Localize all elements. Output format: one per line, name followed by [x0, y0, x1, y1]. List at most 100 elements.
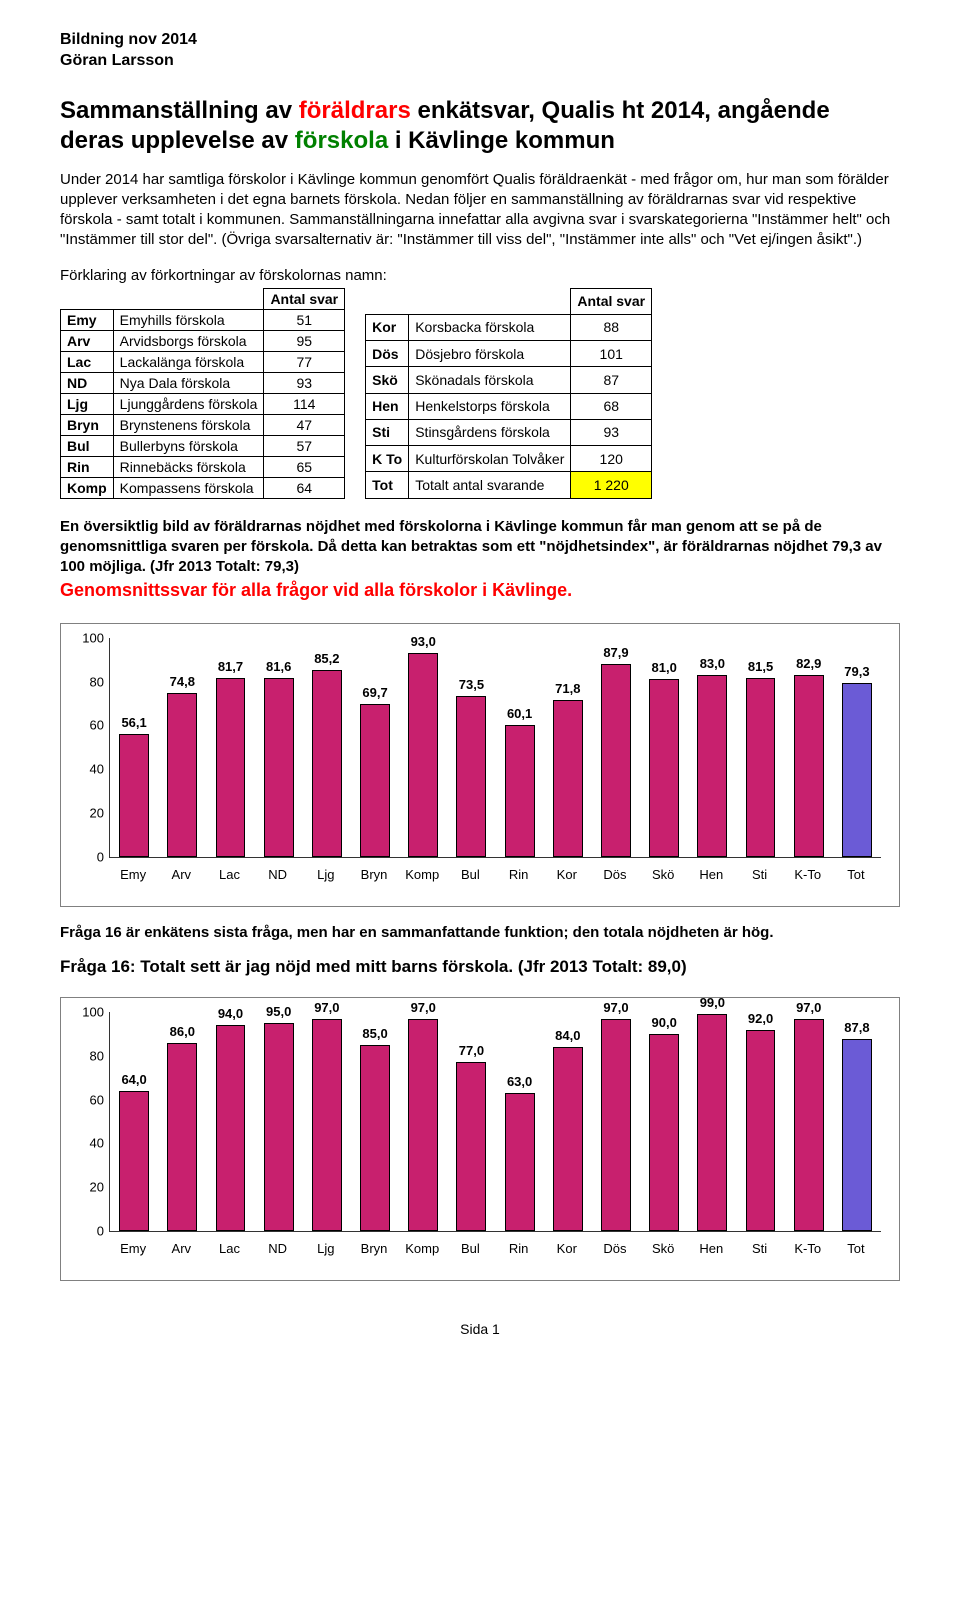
- abbr-cell: Komp: [61, 477, 114, 498]
- abbr-label: Förklaring av förkortningar av förskolor…: [60, 267, 900, 284]
- x-label: Skö: [652, 1241, 674, 1256]
- y-tick: 20: [74, 805, 104, 820]
- bar-value-label: 97,0: [796, 1000, 821, 1015]
- title-part5: i Kävlinge kommun: [388, 127, 615, 154]
- chart-bar: [456, 1062, 486, 1231]
- bar-value-label: 92,0: [748, 1011, 773, 1026]
- x-label: Rin: [509, 1241, 529, 1256]
- chart-bar: [746, 678, 776, 856]
- chart-bar: [649, 1034, 679, 1231]
- abbr-cell: Skö: [366, 367, 409, 393]
- chart2: 02040608010064,086,094,095,097,085,097,0…: [69, 1012, 891, 1272]
- y-tick: 100: [74, 630, 104, 645]
- count-cell: 47: [264, 414, 345, 435]
- abbr-cell: Kor: [366, 314, 409, 340]
- abbr-cell: Ljg: [61, 393, 114, 414]
- chart-bar: [167, 1043, 197, 1231]
- x-label: Kor: [557, 867, 577, 882]
- name-cell: Kulturförskolan Tolvåker: [409, 446, 571, 472]
- overview-text: En översiktlig bild av föräldrarnas nöjd…: [60, 518, 882, 576]
- abbr-cell: Rin: [61, 456, 114, 477]
- bar-value-label: 93,0: [411, 634, 436, 649]
- count-cell: 120: [571, 446, 652, 472]
- between-caption: Fråga 16 är enkätens sista fråga, men ha…: [60, 923, 900, 943]
- y-tick: 0: [74, 1223, 104, 1238]
- bar-value-label: 87,8: [844, 1020, 869, 1035]
- y-tick: 100: [74, 1004, 104, 1019]
- table-row: StiStinsgårdens förskola93: [366, 419, 652, 445]
- bar-value-label: 86,0: [170, 1024, 195, 1039]
- table-row: KorKorsbacka förskola88: [366, 314, 652, 340]
- count-cell: 93: [264, 372, 345, 393]
- x-label: Ljg: [317, 867, 334, 882]
- count-cell: 65: [264, 456, 345, 477]
- count-cell: 64: [264, 477, 345, 498]
- bar-value-label: 82,9: [796, 656, 821, 671]
- chart-bar: [312, 1019, 342, 1231]
- title-red: föräldrars: [299, 97, 411, 124]
- x-label: ND: [268, 1241, 287, 1256]
- table-row: RinRinnebäcks förskola65: [61, 456, 345, 477]
- bar-value-label: 73,5: [459, 677, 484, 692]
- chart1: 02040608010056,174,881,781,685,269,793,0…: [69, 638, 891, 898]
- count-cell: 68: [571, 393, 652, 419]
- bar-value-label: 60,1: [507, 706, 532, 721]
- chart-bar: [794, 675, 824, 857]
- chart-bar: [505, 725, 535, 857]
- x-label: K-To: [794, 867, 821, 882]
- name-cell: Brynstenens förskola: [113, 414, 264, 435]
- x-label: Bul: [461, 1241, 480, 1256]
- name-cell: Bullerbyns förskola: [113, 435, 264, 456]
- bar-value-label: 97,0: [411, 1000, 436, 1015]
- abbr-cell: Bryn: [61, 414, 114, 435]
- red-subtitle: Genomsnittssvar för alla frågor vid alla…: [60, 579, 900, 602]
- y-tick: 40: [74, 762, 104, 777]
- chart-bar: [264, 678, 294, 857]
- name-cell: Arvidsborgs förskola: [113, 330, 264, 351]
- name-cell: Skönadals förskola: [409, 367, 571, 393]
- table-row: HenHenkelstorps förskola68: [366, 393, 652, 419]
- chart-bar: [649, 679, 679, 856]
- count-cell: 88: [571, 314, 652, 340]
- chart-bar: [216, 1025, 246, 1231]
- left-table: Antal svar EmyEmyhills förskola51ArvArvi…: [60, 288, 345, 499]
- chart-bar: [456, 696, 486, 857]
- col-header-right: Antal svar: [571, 288, 652, 314]
- chart-bar: [167, 693, 197, 857]
- bar-value-label: 77,0: [459, 1043, 484, 1058]
- x-label: Bryn: [361, 867, 388, 882]
- x-label: Kor: [557, 1241, 577, 1256]
- chart-bar: [697, 1014, 727, 1231]
- x-label: Hen: [699, 1241, 723, 1256]
- name-cell: Korsbacka förskola: [409, 314, 571, 340]
- right-table: Antal svar KorKorsbacka förskola88DösDös…: [365, 288, 652, 499]
- abbr-cell: Arv: [61, 330, 114, 351]
- count-cell: 114: [264, 393, 345, 414]
- name-cell: Kompassens förskola: [113, 477, 264, 498]
- bar-value-label: 99,0: [700, 995, 725, 1010]
- count-cell: 93: [571, 419, 652, 445]
- count-cell: 77: [264, 351, 345, 372]
- abbr-cell: ND: [61, 372, 114, 393]
- bar-value-label: 87,9: [603, 645, 628, 660]
- chart-bar: [408, 653, 438, 857]
- bar-value-label: 97,0: [603, 1000, 628, 1015]
- chart-bar: [842, 1039, 872, 1231]
- q16-title: Fråga 16: Totalt sett är jag nöjd med mi…: [60, 957, 900, 977]
- abbr-cell: Tot: [366, 472, 409, 498]
- x-label: Tot: [847, 1241, 864, 1256]
- x-label: Tot: [847, 867, 864, 882]
- chart-bar: [505, 1093, 535, 1231]
- bar-value-label: 85,2: [314, 651, 339, 666]
- chart-bar: [553, 1047, 583, 1231]
- x-label: Emy: [120, 1241, 146, 1256]
- abbr-cell: K To: [366, 446, 409, 472]
- page: Bildning nov 2014 Göran Larsson Sammanst…: [0, 0, 960, 1377]
- name-cell: Stinsgårdens förskola: [409, 419, 571, 445]
- count-cell: 51: [264, 309, 345, 330]
- chart-bar: [360, 704, 390, 857]
- table-row: KompKompassens förskola64: [61, 477, 345, 498]
- y-tick: 80: [74, 674, 104, 689]
- table-row: K ToKulturförskolan Tolvåker120: [366, 446, 652, 472]
- x-label: Hen: [699, 867, 723, 882]
